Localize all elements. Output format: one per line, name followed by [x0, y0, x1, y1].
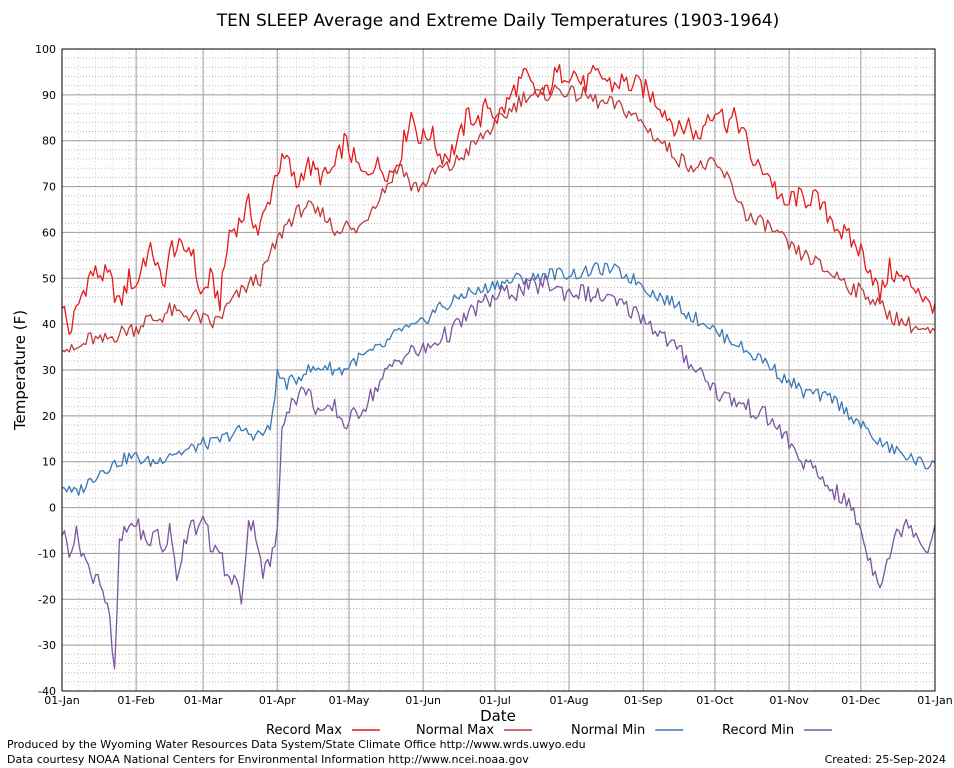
chart-title: TEN SLEEP Average and Extreme Daily Temp…	[216, 11, 780, 31]
series-line-normal-max	[61, 84, 936, 353]
y-tick-label: 30	[42, 364, 56, 377]
x-tick-label: 01-Apr	[259, 694, 296, 707]
major-gridlines	[61, 48, 936, 692]
legend: Record Max Normal Max Normal Min Record Min	[266, 723, 833, 738]
x-tick-label: 01-Sep	[624, 694, 663, 707]
y-axis-ticks: -40 -30 -20 -10 0 10 20 30 40 50 60 70 80 90 100	[35, 43, 56, 698]
x-axis-ticks: 01-Jan 01-Feb 01-Mar 01-Apr 01-May 01-Jun 01-J…	[44, 694, 953, 707]
x-tick-label: 01-Nov	[769, 694, 809, 707]
x-tick-label: 01-Jan	[917, 694, 953, 707]
x-tick-label: 01-Jul	[479, 694, 511, 707]
y-tick-label: -10	[38, 547, 56, 560]
y-tick-label: 20	[42, 410, 56, 423]
y-tick-label: 90	[42, 89, 56, 102]
y-tick-label: -20	[38, 593, 56, 606]
legend-label: Normal Max	[416, 723, 494, 738]
x-tick-label: 01-Jan	[44, 694, 80, 707]
x-tick-label: 01-Dec	[841, 694, 880, 707]
series-line-record-min	[61, 274, 936, 670]
y-tick-label: 80	[42, 135, 56, 148]
x-tick-label: 01-May	[329, 694, 370, 707]
x-axis-label: Date	[480, 707, 516, 725]
plot-frame	[61, 48, 936, 692]
legend-label: Record Min	[722, 723, 794, 738]
y-tick-label: 10	[42, 456, 56, 469]
created-date: Created: 25-Sep-2024	[824, 753, 946, 766]
y-tick-label: 60	[42, 226, 56, 239]
y-tick-label: 100	[35, 43, 56, 56]
x-tick-label: 01-Aug	[549, 694, 588, 707]
x-tick-label: 01-Mar	[184, 694, 223, 707]
series-line-record-max	[61, 64, 936, 336]
x-tick-label: 01-Jun	[405, 694, 441, 707]
series-line-normal-min	[61, 262, 936, 496]
legend-label: Normal Min	[571, 723, 645, 738]
y-tick-label: -40	[38, 685, 56, 698]
data-credit: Data courtesy NOAA National Centers for …	[7, 753, 529, 766]
series-lines	[61, 64, 936, 670]
y-tick-label: -30	[38, 639, 56, 652]
x-tick-label: 01-Feb	[117, 694, 154, 707]
producer-credit: Produced by the Wyoming Water Resources …	[7, 738, 586, 751]
y-tick-label: 70	[42, 181, 56, 194]
legend-label: Record Max	[266, 723, 342, 738]
y-axis-label: Temperature (F)	[11, 310, 29, 431]
y-tick-label: 0	[49, 502, 56, 515]
y-tick-label: 50	[42, 272, 56, 285]
x-tick-label: 01-Oct	[696, 694, 734, 707]
y-tick-label: 40	[42, 318, 56, 331]
